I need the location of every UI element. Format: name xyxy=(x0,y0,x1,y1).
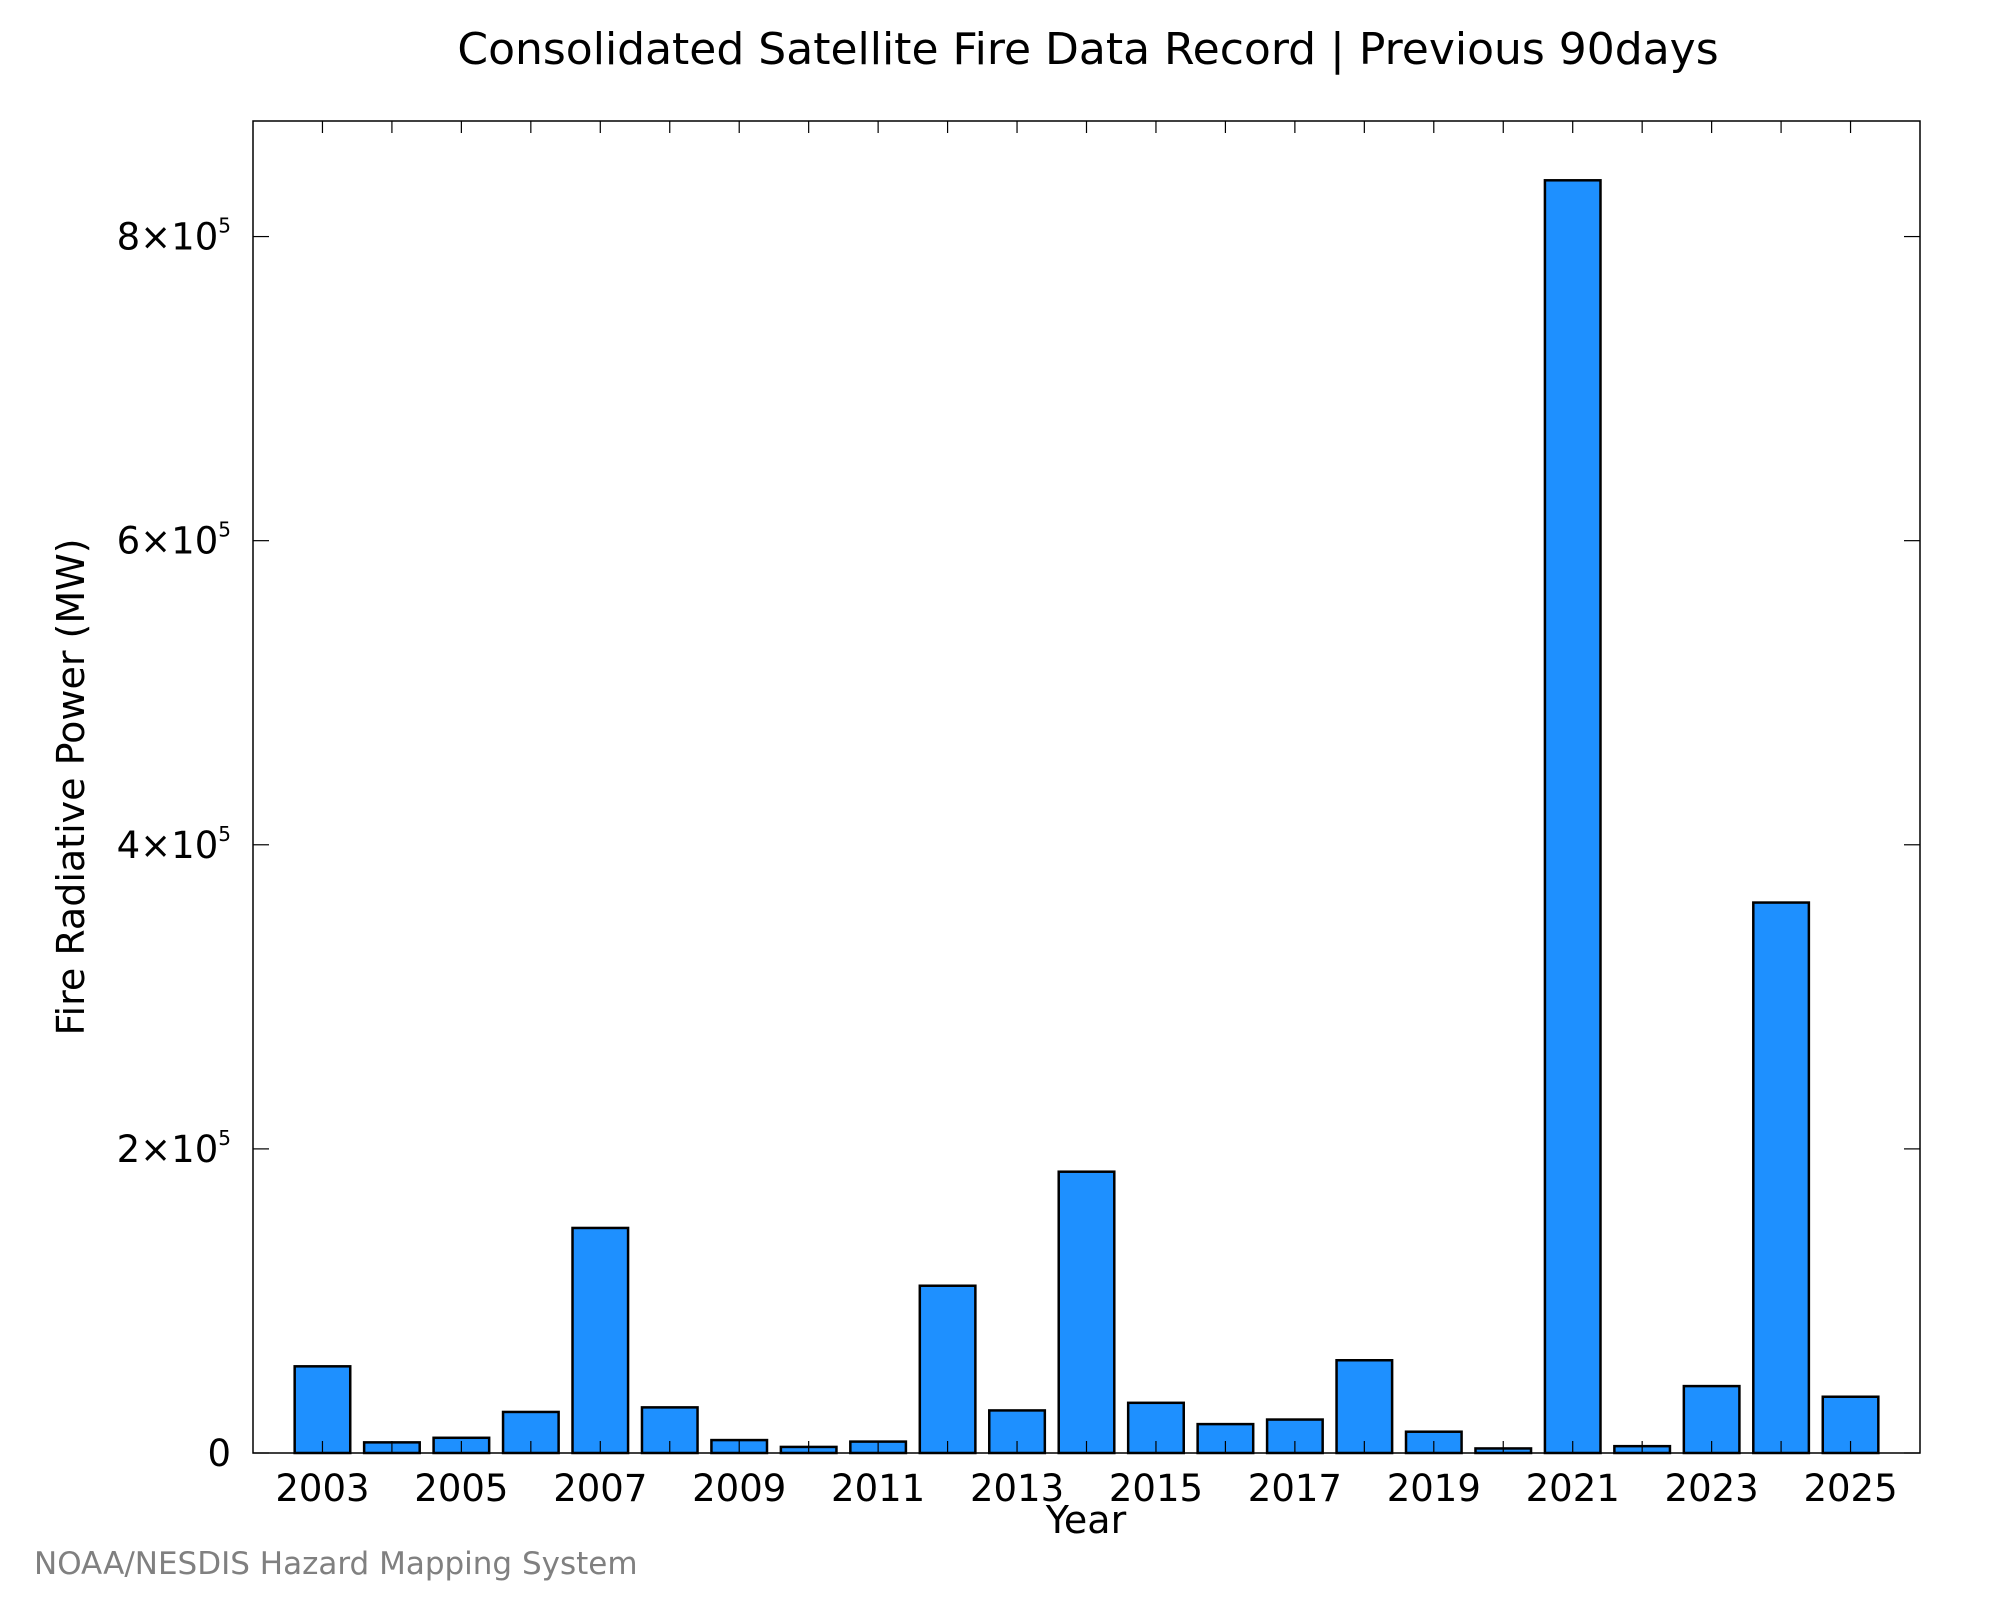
x-tick-label-2011: 2011 xyxy=(831,1467,925,1510)
x-axis-label: Year xyxy=(1045,1498,1127,1542)
x-tick-label-2025: 2025 xyxy=(1803,1467,1897,1510)
x-tick-label-2009: 2009 xyxy=(692,1467,786,1510)
y-tick-label-600000: 6×105 xyxy=(117,518,231,563)
y-tick-label-200000: 2×105 xyxy=(117,1126,231,1171)
y-axis-label: Fire Radiative Power (MW) xyxy=(49,538,93,1035)
bar-2012 xyxy=(918,1284,977,1455)
bar-2014 xyxy=(1057,1170,1116,1455)
bar-2003 xyxy=(293,1365,352,1455)
bar-2021 xyxy=(1543,179,1602,1455)
bars-group xyxy=(293,179,1880,1455)
y-tick-label-800000: 8×105 xyxy=(117,214,231,259)
x-axis-ticks: 2003 2005 2007 2009 2011 2013 2015 2017 2019 2021… xyxy=(275,121,1898,1510)
x-tick-label-2007: 2007 xyxy=(553,1467,647,1510)
x-tick-label-2013: 2013 xyxy=(970,1467,1064,1510)
source-credit: NOAA/NESDIS Hazard Mapping System xyxy=(34,1546,638,1582)
x-tick-label-2019: 2019 xyxy=(1387,1467,1481,1510)
x-tick-label-2021: 2021 xyxy=(1526,1467,1620,1510)
bar-2007 xyxy=(571,1226,630,1455)
y-tick-label-0: 0 xyxy=(207,1432,231,1475)
x-tick-label-2005: 2005 xyxy=(414,1467,508,1510)
bar-2024 xyxy=(1752,901,1811,1455)
x-tick-label-2015: 2015 xyxy=(1109,1467,1203,1510)
x-tick-label-2003: 2003 xyxy=(275,1467,369,1510)
chart-title: Consolidated Satellite Fire Data Record … xyxy=(457,24,1718,75)
y-tick-label-400000: 4×105 xyxy=(117,822,231,867)
bar-2018 xyxy=(1335,1359,1394,1455)
x-tick-label-2023: 2023 xyxy=(1665,1467,1759,1510)
x-tick-label-2017: 2017 xyxy=(1248,1467,1342,1510)
y-axis-ticks: 0 2×105 4×105 6×105 8×105 xyxy=(117,214,1920,1475)
